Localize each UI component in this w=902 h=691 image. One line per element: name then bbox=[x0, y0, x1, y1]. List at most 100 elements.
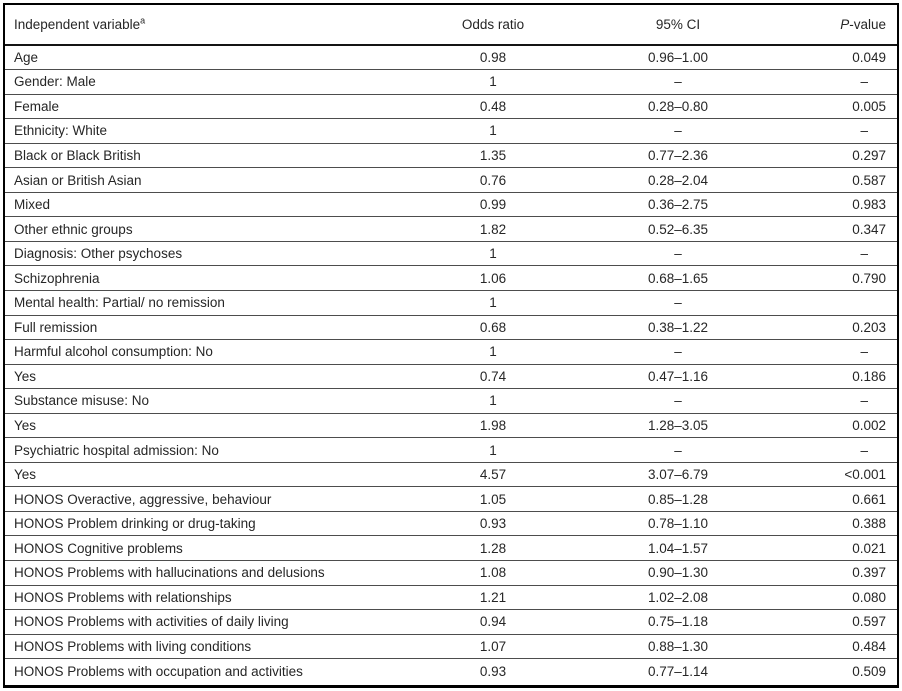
cell-95-ci: – bbox=[561, 118, 795, 144]
table-row: Black or Black British 1.35 0.77–2.36 0.… bbox=[5, 143, 897, 169]
cell-p-value: 0.597 bbox=[795, 609, 897, 635]
header-row: Independent variablea Odds ratio 95% CI … bbox=[5, 5, 897, 46]
cell-independent-variable: Gender: Male bbox=[5, 69, 425, 95]
cell-odds-ratio: 1 bbox=[425, 241, 561, 267]
header-p-rest: -value bbox=[849, 17, 886, 32]
cell-independent-variable: HONOS Problems with occupation and activ… bbox=[14, 663, 303, 679]
cell-p-value: 0.983 bbox=[795, 192, 897, 218]
cell-p-value bbox=[795, 290, 897, 316]
table-row: Gender: Male 1 – – bbox=[5, 69, 897, 95]
cell-odds-ratio: 1.21 bbox=[425, 585, 561, 611]
cell-95-ci: 0.78–1.10 bbox=[561, 511, 795, 537]
cell-odds-ratio: 1.07 bbox=[425, 634, 561, 660]
cell-independent-variable: HONOS Problems with relationships bbox=[5, 585, 425, 611]
header-95-ci: 95% CI bbox=[561, 5, 795, 46]
table-row: Female 0.48 0.28–0.80 0.005 bbox=[5, 94, 897, 120]
cell-95-ci: – bbox=[561, 437, 795, 463]
cell-p-value: 0.002 bbox=[795, 413, 897, 439]
cell-independent-variable: Mental health: Partial/ no remission bbox=[5, 290, 425, 316]
cell-independent-variable: Schizophrenia bbox=[5, 265, 425, 291]
cell-p-value: 0.080 bbox=[795, 585, 897, 611]
cell-p-value: 0.509 bbox=[852, 663, 886, 679]
table-row: Other ethnic groups 1.82 0.52–6.35 0.347 bbox=[5, 216, 897, 242]
cell-independent-variable: Harmful alcohol consumption: No bbox=[5, 339, 425, 365]
cell-odds-ratio: 1 bbox=[425, 388, 561, 414]
cell-95-ci: 0.47–1.16 bbox=[561, 364, 795, 390]
cell-p-value: 0.587 bbox=[795, 167, 897, 193]
cell-95-ci: – bbox=[561, 69, 795, 95]
cell-odds-ratio: 0.94 bbox=[425, 609, 561, 635]
cell-95-ci: – bbox=[561, 388, 795, 414]
cell-independent-variable: Age bbox=[5, 45, 425, 71]
cell-independent-variable: HONOS Problems with hallucinations and d… bbox=[5, 560, 425, 586]
header-footnote-marker: a bbox=[140, 15, 146, 26]
header-odds-ratio: Odds ratio bbox=[425, 5, 561, 46]
cell-95-ci: 0.90–1.30 bbox=[561, 560, 795, 586]
cell-odds-ratio: 0.76 bbox=[425, 167, 561, 193]
cell-odds-ratio: 1.05 bbox=[425, 486, 561, 512]
table-row: Mixed 0.99 0.36–2.75 0.983 bbox=[5, 192, 897, 218]
cell-independent-variable: Yes bbox=[5, 462, 425, 488]
cell-p-value: 0.347 bbox=[795, 216, 897, 242]
table-row: Psychiatric hospital admission: No 1 – – bbox=[5, 437, 897, 463]
cell-independent-variable: Yes bbox=[5, 413, 425, 439]
cell-independent-variable: Other ethnic groups bbox=[5, 216, 425, 242]
table-row: Ethnicity: White 1 – – bbox=[5, 118, 897, 144]
table-row: HONOS Problems with hallucinations and d… bbox=[5, 560, 897, 586]
table-row: HONOS Problems with relationships 1.21 1… bbox=[5, 585, 897, 611]
cell-p-value: – bbox=[795, 388, 897, 414]
cell-p-value: 0.021 bbox=[795, 535, 897, 561]
cell-95-ci: – bbox=[561, 241, 795, 267]
cell-p-value: 0.203 bbox=[795, 315, 897, 341]
table-header: Independent variablea Odds ratio 95% CI … bbox=[5, 5, 897, 46]
cell-p-value: <0.001 bbox=[795, 462, 897, 488]
cell-odds-ratio: 1 bbox=[425, 290, 561, 316]
regression-results-table: Independent variablea Odds ratio 95% CI … bbox=[5, 5, 897, 683]
cell-p-value: 0.388 bbox=[795, 511, 897, 537]
cell-95-ci: 0.28–2.04 bbox=[561, 167, 795, 193]
table-row: Yes 0.74 0.47–1.16 0.186 bbox=[5, 364, 897, 390]
cell-p-value: 0.484 bbox=[795, 634, 897, 660]
cell-95-ci: 0.38–1.22 bbox=[561, 315, 795, 341]
cell-independent-variable: Asian or British Asian bbox=[5, 167, 425, 193]
cell-95-ci: 0.96–1.00 bbox=[561, 45, 795, 71]
cell-p-value: 0.297 bbox=[795, 143, 897, 169]
cell-odds-ratio: 0.98 bbox=[425, 45, 561, 71]
cell-independent-variable: Mixed bbox=[5, 192, 425, 218]
cell-p-value: – bbox=[795, 241, 897, 267]
table-row: Harmful alcohol consumption: No 1 – – bbox=[5, 339, 897, 365]
cell-independent-variable: Full remission bbox=[5, 315, 425, 341]
table-row: Schizophrenia 1.06 0.68–1.65 0.790 bbox=[5, 265, 897, 291]
cell-independent-variable: Psychiatric hospital admission: No bbox=[5, 437, 425, 463]
cell-p-value: – bbox=[795, 437, 897, 463]
table-row: Substance misuse: No 1 – – bbox=[5, 388, 897, 414]
table-row: Diagnosis: Other psychoses 1 – – bbox=[5, 241, 897, 267]
table-row: HONOS Problems with living conditions 1.… bbox=[5, 634, 897, 660]
table-row: HONOS Problems with occupation and activ… bbox=[5, 659, 897, 684]
cell-odds-ratio: 1.08 bbox=[425, 560, 561, 586]
cell-odds-ratio: 0.48 bbox=[425, 94, 561, 120]
table-row: Age 0.98 0.96–1.00 0.049 bbox=[5, 45, 897, 71]
cell-p-value: – bbox=[795, 339, 897, 365]
cell-odds-ratio: 1 bbox=[425, 437, 561, 463]
cell-independent-variable: HONOS Overactive, aggressive, behaviour bbox=[5, 486, 425, 512]
cell-p-value: 0.397 bbox=[795, 560, 897, 586]
cell-odds-ratio: 1.82 bbox=[425, 216, 561, 242]
cell-odds-ratio: 1.98 bbox=[425, 413, 561, 439]
cell-odds-ratio: 0.68 bbox=[425, 315, 561, 341]
cell-independent-variable: HONOS Problems with activities of daily … bbox=[5, 609, 425, 635]
cell-odds-ratio: 0.93 bbox=[425, 511, 561, 537]
cell-independent-variable: Yes bbox=[5, 364, 425, 390]
header-p-value: P-value bbox=[795, 5, 897, 46]
table-row: HONOS Overactive, aggressive, behaviour … bbox=[5, 486, 897, 512]
table-frame: Independent variablea Odds ratio 95% CI … bbox=[3, 3, 899, 688]
cell-odds-ratio: 1.28 bbox=[425, 535, 561, 561]
cell-95-ci: – bbox=[561, 339, 795, 365]
cell-odds-ratio: 0.99 bbox=[425, 192, 561, 218]
cell-independent-variable: Female bbox=[5, 94, 425, 120]
table-row: Yes 1.98 1.28–3.05 0.002 bbox=[5, 413, 897, 439]
cell-p-value: 0.005 bbox=[795, 94, 897, 120]
cell-95-ci: 0.28–0.80 bbox=[561, 94, 795, 120]
cell-p-value: 0.661 bbox=[795, 486, 897, 512]
cell-95-ci: 0.36–2.75 bbox=[561, 192, 795, 218]
